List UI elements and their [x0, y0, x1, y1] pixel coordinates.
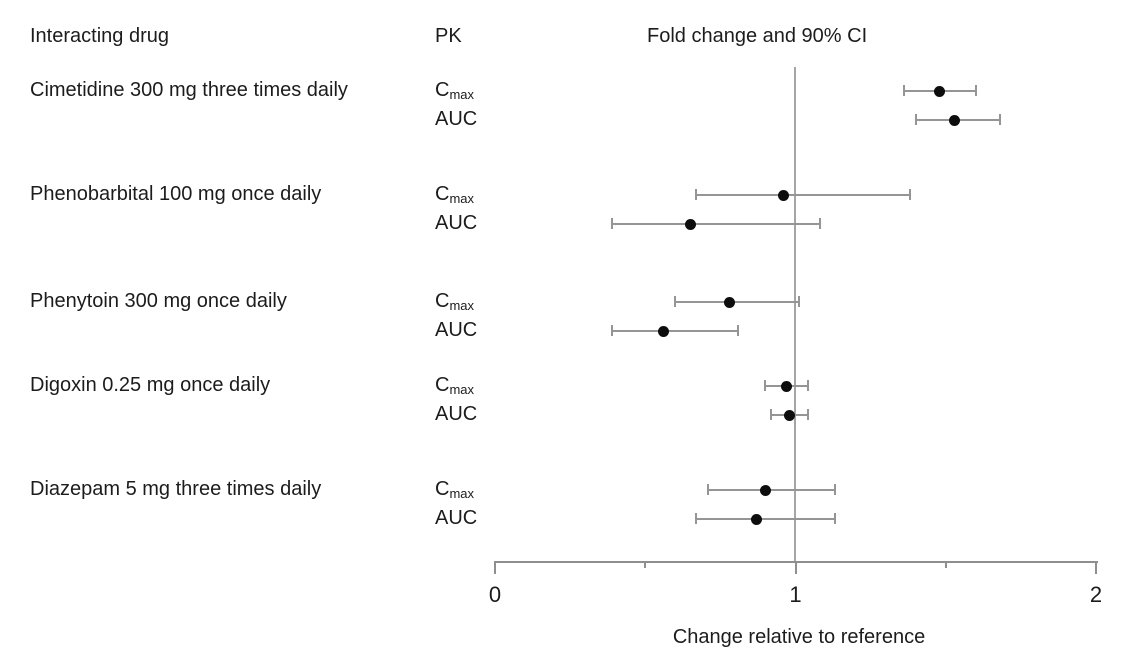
ci-line: [696, 518, 835, 520]
pk-column-header: PK: [435, 25, 462, 47]
ci-cap-left: [707, 484, 710, 495]
pk-label: Cmax: [435, 478, 474, 501]
pk-label: Cmax: [435, 374, 474, 397]
pk-label-main: AUC: [435, 507, 478, 529]
pk-label-subscript: max: [449, 87, 475, 102]
drug-column-header: Interacting drug: [30, 25, 169, 47]
pk-label-subscript: max: [449, 298, 475, 313]
ci-line: [675, 301, 799, 303]
pk-label: Cmax: [435, 290, 474, 313]
ci-cap-right: [908, 189, 911, 200]
pk-label: AUC: [435, 212, 477, 235]
drug-label: Diazepam 5 mg three times daily: [30, 478, 322, 500]
x-axis-major-tick: [494, 561, 496, 574]
x-axis-major-tick: [1095, 561, 1097, 574]
pk-label: Cmax: [435, 79, 474, 102]
pk-label: AUC: [435, 403, 477, 426]
estimate-column-header: Fold change and 90% CI: [647, 25, 868, 47]
pk-label-main: C: [435, 478, 450, 500]
pk-label-main: C: [435, 290, 450, 312]
ci-line: [612, 330, 739, 332]
ci-cap-left: [611, 218, 614, 229]
pk-label: Cmax: [435, 183, 474, 206]
ci-line: [708, 489, 835, 491]
point-estimate-dot: [750, 513, 762, 525]
point-estimate-dot: [777, 189, 789, 201]
ci-cap-left: [674, 296, 677, 307]
ci-cap-left: [695, 189, 698, 200]
point-estimate-dot: [949, 114, 961, 126]
point-estimate-dot: [657, 325, 669, 337]
x-axis-major-tick: [794, 561, 797, 574]
ci-cap-left: [770, 409, 773, 420]
ci-cap-left: [695, 513, 698, 524]
x-axis-tick-label: 2: [1089, 582, 1103, 607]
point-estimate-dot: [684, 218, 696, 230]
pk-label: AUC: [435, 319, 477, 342]
point-estimate-dot: [783, 409, 795, 421]
pk-label: AUC: [435, 108, 477, 131]
x-axis-minor-tick: [644, 561, 647, 568]
x-axis-tick-label: 0: [488, 582, 502, 607]
pk-label-main: C: [435, 183, 450, 205]
pk-label: AUC: [435, 507, 477, 530]
ci-cap-left: [764, 380, 767, 391]
point-estimate-dot: [780, 380, 792, 392]
x-axis-title: Change relative to reference: [672, 626, 926, 648]
pk-label-subscript: max: [449, 191, 475, 206]
pk-label-main: AUC: [435, 108, 478, 130]
ci-cap-right: [998, 114, 1001, 125]
pk-label-main: AUC: [435, 212, 478, 234]
pk-label-main: C: [435, 79, 450, 101]
pk-label-main: AUC: [435, 403, 478, 425]
ci-cap-right: [806, 409, 809, 420]
point-estimate-dot: [934, 85, 946, 97]
point-estimate-dot: [759, 484, 771, 496]
ci-cap-right: [806, 380, 809, 391]
x-axis-line: [495, 561, 1098, 563]
pk-label-subscript: max: [449, 486, 475, 501]
drug-label: Phenobarbital 100 mg once daily: [30, 183, 322, 205]
ci-cap-left: [902, 85, 905, 96]
drug-label: Digoxin 0.25 mg once daily: [30, 374, 271, 396]
ci-line: [612, 223, 820, 225]
drug-label: Phenytoin 300 mg once daily: [30, 290, 287, 312]
ci-cap-left: [611, 325, 614, 336]
ci-cap-right: [833, 513, 836, 524]
x-axis-tick-label: 1: [789, 582, 802, 607]
ci-cap-right: [818, 218, 821, 229]
point-estimate-dot: [723, 296, 735, 308]
pk-label-main: AUC: [435, 319, 478, 341]
pk-label-main: C: [435, 374, 450, 396]
ci-cap-right: [974, 85, 977, 96]
ci-cap-right: [833, 484, 836, 495]
drug-label: Cimetidine 300 mg three times daily: [30, 79, 348, 101]
ci-cap-right: [737, 325, 740, 336]
ci-cap-left: [914, 114, 917, 125]
x-axis-minor-tick: [944, 561, 947, 568]
ci-cap-right: [797, 296, 800, 307]
ci-line: [696, 194, 910, 196]
reference-line-x1: [794, 67, 796, 562]
pk-label-subscript: max: [449, 382, 475, 397]
